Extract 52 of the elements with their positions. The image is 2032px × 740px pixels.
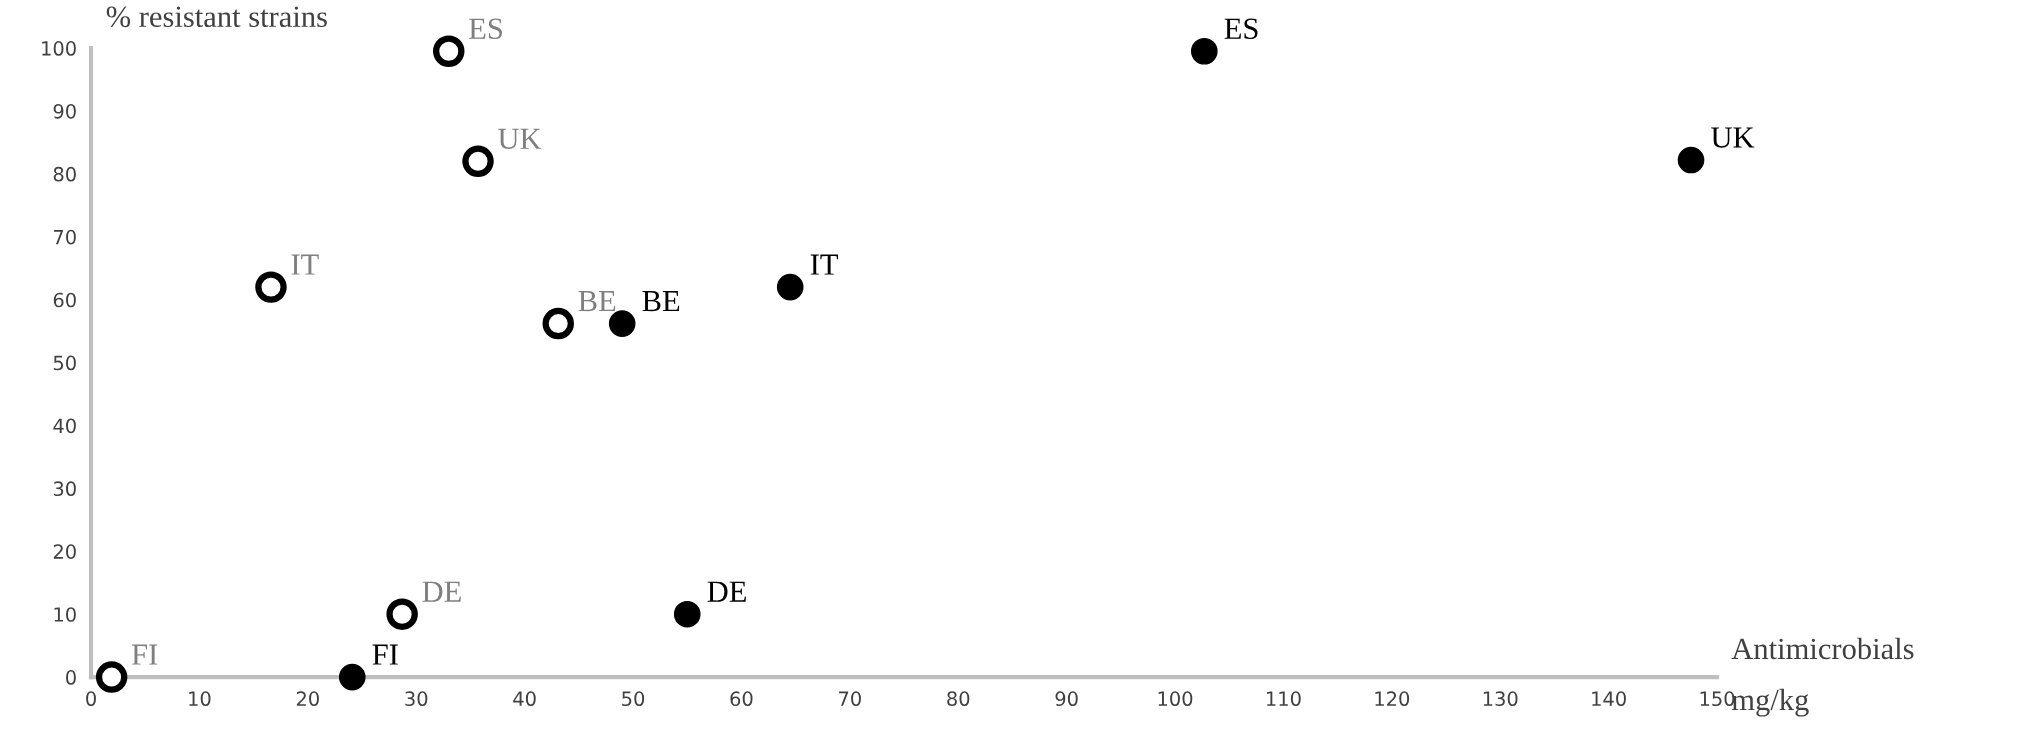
annotation: BE: [642, 291, 680, 312]
annotation: ES: [469, 18, 502, 40]
point: [255, 271, 287, 303]
x-tick-label: 70: [839, 691, 861, 707]
annotation: FI: [131, 644, 158, 665]
x-tick-label: 0: [86, 691, 96, 707]
y-tick-label: 100: [42, 41, 76, 56]
y-tick-label: 30: [53, 481, 76, 497]
x-tick-label: 10: [189, 691, 211, 707]
annotation: UK: [1711, 127, 1755, 148]
x-tick-label: 80: [947, 691, 970, 707]
x-tick-label: 120: [1375, 691, 1410, 707]
annotation: BE: [578, 291, 616, 312]
point: [1190, 37, 1218, 65]
point: [776, 273, 804, 301]
annotation: FI: [372, 644, 398, 665]
x-tick-label: 140: [1592, 691, 1626, 707]
y-tick-label: 50: [53, 355, 76, 371]
x-tick-label: 130: [1483, 691, 1518, 707]
x-tick-label: 50: [622, 691, 645, 707]
annotation: IT: [291, 254, 319, 275]
point: [386, 598, 418, 630]
y-tick-label: 20: [53, 544, 76, 559]
point: [673, 600, 701, 628]
x-tick-label: 40: [513, 691, 536, 707]
x-tick-label: 30: [405, 691, 428, 707]
x-tick-label: 20: [296, 691, 319, 707]
y-axis-title: % resistant strains: [106, 6, 327, 28]
x-tick-label: 100: [1158, 691, 1193, 707]
point: [1677, 146, 1705, 174]
annotation: UK: [498, 128, 542, 150]
y-tick-label: 80: [53, 166, 76, 182]
point: [433, 35, 465, 67]
point: [462, 145, 494, 178]
y-tick-label: 10: [54, 607, 76, 622]
y-tick-label: 60: [53, 292, 76, 308]
x-tick-label: 60: [730, 691, 753, 707]
point: [95, 661, 128, 693]
y-tick-label: 40: [53, 418, 76, 434]
annotation: ES: [1224, 18, 1258, 40]
x-axis-title: Antimicrobials mg/kg: [1731, 637, 1914, 717]
x-tick-label: 110: [1267, 691, 1301, 707]
annotation: DE: [707, 581, 746, 602]
point: [338, 663, 366, 691]
point: [608, 310, 636, 337]
y-tick-label: 0: [66, 670, 76, 685]
annotation: DE: [422, 581, 461, 602]
y-tick-label: 70: [54, 229, 76, 245]
x-tick-label: 90: [1055, 691, 1078, 707]
y-tick-label: 90: [53, 103, 76, 119]
point: [542, 307, 574, 340]
annotation: IT: [810, 254, 838, 275]
